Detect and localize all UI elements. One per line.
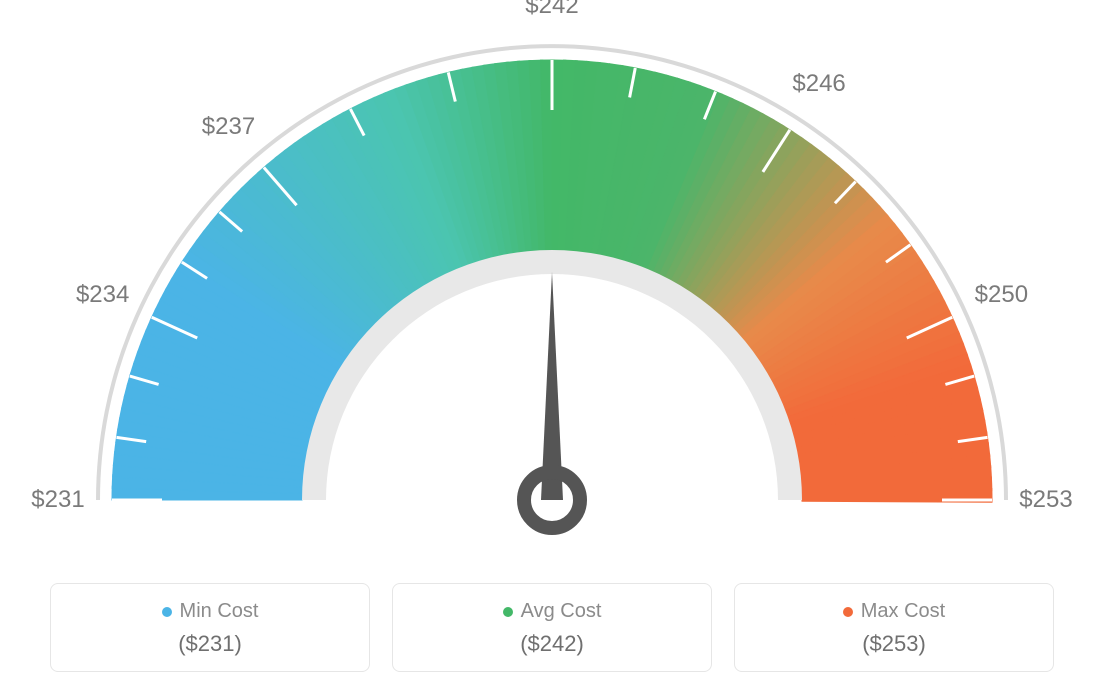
gauge-svg	[0, 0, 1104, 560]
legend-value-max: ($253)	[745, 631, 1043, 657]
legend-dot-avg	[503, 607, 513, 617]
legend-card-avg: Avg Cost ($242)	[392, 583, 712, 672]
legend-label-max: Max Cost	[861, 600, 945, 623]
legend-row: Min Cost ($231) Avg Cost ($242) Max Cost…	[50, 583, 1054, 672]
legend-card-min: Min Cost ($231)	[50, 583, 370, 672]
gauge-tick-label: $246	[792, 70, 845, 98]
gauge-tick-label: $231	[31, 486, 84, 514]
gauge-tick-label: $242	[525, 0, 578, 20]
legend-value-min: ($231)	[61, 631, 359, 657]
legend-title-avg: Avg Cost	[503, 600, 602, 623]
legend-dot-max	[843, 607, 853, 617]
legend-title-min: Min Cost	[162, 600, 259, 623]
legend-label-avg: Avg Cost	[521, 600, 602, 623]
legend-value-avg: ($242)	[403, 631, 701, 657]
legend-label-min: Min Cost	[180, 600, 259, 623]
gauge-tick-label: $253	[1019, 486, 1072, 514]
legend-title-max: Max Cost	[843, 600, 945, 623]
gauge-tick-label: $237	[202, 113, 255, 141]
legend-dot-min	[162, 607, 172, 617]
legend-card-max: Max Cost ($253)	[734, 583, 1054, 672]
gauge-tick-label: $234	[76, 281, 129, 309]
gauge-tick-label: $250	[975, 281, 1028, 309]
gauge-chart: $231 $234 $237 $242 $246 $250 $253	[0, 0, 1104, 560]
